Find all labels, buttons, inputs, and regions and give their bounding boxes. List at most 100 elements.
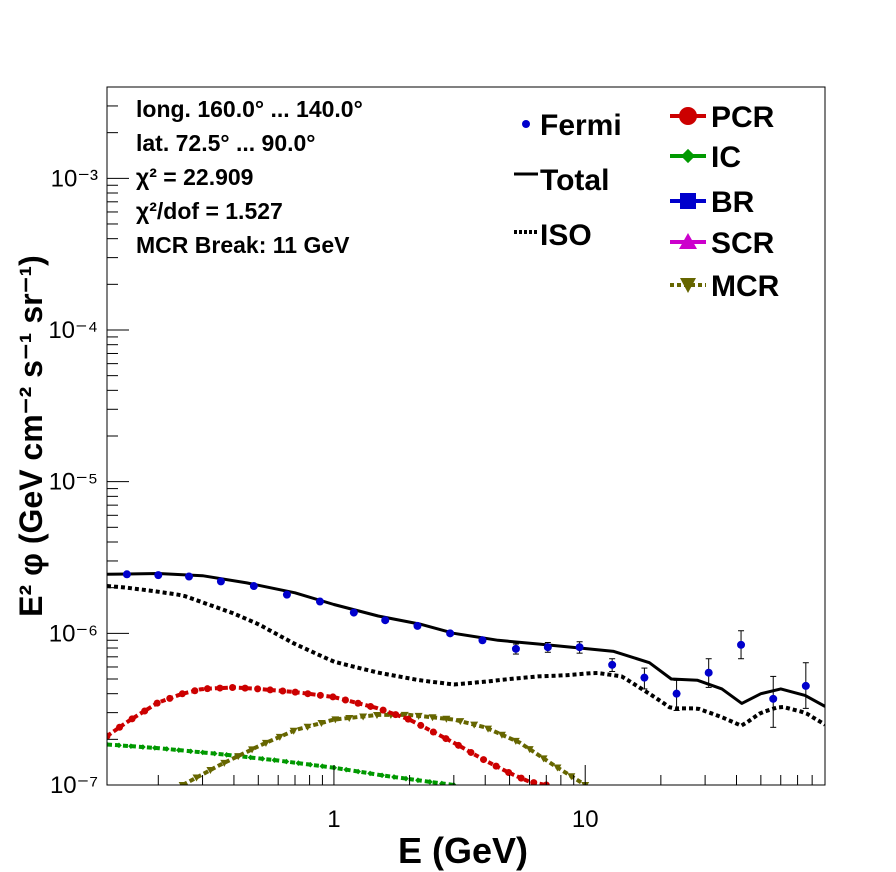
series-pcr-marker <box>153 699 161 707</box>
series-ic-marker <box>247 754 254 761</box>
info-text-line: χ² = 22.909 <box>136 164 253 190</box>
fermi-point <box>704 668 713 677</box>
legend-ic-marker <box>680 148 696 164</box>
series-pcr-marker <box>467 748 475 756</box>
series-ic-marker <box>223 752 230 758</box>
series-mcr-marker <box>525 746 534 754</box>
fermi-point <box>672 689 681 698</box>
fermi-point <box>315 597 324 606</box>
series-ic-marker <box>128 743 134 750</box>
x-axis-label: E (GeV) <box>398 830 528 871</box>
fermi-point <box>249 582 258 591</box>
series-pcr-marker <box>505 769 513 777</box>
info-text-line: long. 160.0° ... 140.0° <box>136 96 363 122</box>
series-mcr-marker <box>539 755 548 763</box>
legend-label-scr: SCR <box>711 227 775 260</box>
fermi-point <box>122 570 131 579</box>
fermi-point <box>543 643 552 652</box>
series-mcr-marker <box>428 714 437 722</box>
series-mcr-marker <box>345 714 354 722</box>
series-pcr-marker <box>392 711 400 719</box>
series-pcr-marker <box>367 702 375 710</box>
legend-scr-marker <box>679 233 697 249</box>
legend-pcr-marker <box>679 107 697 125</box>
fermi-point <box>769 694 778 703</box>
series-ic-marker <box>415 777 421 784</box>
y-tick-label: 10⁻³ <box>51 165 98 192</box>
info-text-line: χ²/dof = 1.527 <box>136 198 283 224</box>
series-mcr-marker <box>372 711 381 719</box>
legend-label-ic: IC <box>711 141 741 174</box>
series-pcr-marker <box>492 762 500 770</box>
series-total-line <box>107 572 825 708</box>
series-ic-marker <box>163 746 170 752</box>
series-pcr-marker <box>178 690 186 698</box>
info-text-line: MCR Break: 11 GeV <box>136 232 350 258</box>
series-pcr-marker <box>442 735 450 743</box>
series-pcr-marker <box>417 721 425 729</box>
series-pcr-marker <box>254 685 262 693</box>
series-pcr-marker <box>454 741 462 749</box>
series-ic-marker <box>187 748 194 755</box>
series-ic-marker <box>199 749 206 756</box>
series-mcr-marker <box>331 716 340 724</box>
series-mcr-marker <box>206 767 215 775</box>
legend-br-marker <box>680 193 696 209</box>
series-pcr-marker <box>107 732 111 740</box>
series-ic-marker <box>307 761 314 768</box>
fermi-point <box>413 621 422 630</box>
legend-fermi-marker <box>522 120 530 128</box>
series-pcr-marker <box>241 684 249 692</box>
y-tick-label: 10⁻⁵ <box>49 469 98 496</box>
series-ic-marker <box>319 763 326 770</box>
fermi-point <box>511 644 520 653</box>
legend-label-fermi: Fermi <box>540 109 622 142</box>
series-iso-line <box>107 584 825 728</box>
series-pcr-marker <box>203 685 211 693</box>
series-pcr-marker <box>216 684 224 692</box>
series-pcr-marker <box>141 707 149 715</box>
fermi-point <box>282 590 291 599</box>
series-pcr-marker <box>530 779 538 785</box>
series-ic-marker <box>152 745 158 751</box>
series-ic-marker <box>427 779 433 785</box>
series-pcr-marker <box>229 683 237 691</box>
legend-label-mcr: MCR <box>711 270 780 303</box>
series-mcr-marker <box>497 731 506 739</box>
series-ic-marker <box>450 782 457 785</box>
series-ic-marker <box>211 750 218 757</box>
fermi-point <box>349 608 358 617</box>
fermi-point <box>640 673 649 682</box>
legend-mcr-marker <box>680 278 696 293</box>
fermi-point <box>185 572 194 581</box>
series-mcr-marker <box>553 764 562 772</box>
series-pcr-marker <box>316 691 324 699</box>
series-pcr-marker <box>429 728 437 736</box>
fermi-point <box>216 577 225 586</box>
series-pcr-marker <box>116 723 124 731</box>
series-mcr-marker <box>470 721 479 729</box>
series-ic-marker <box>295 760 302 766</box>
series-mcr-marker <box>220 759 229 767</box>
series-ic-marker <box>367 770 373 777</box>
y-tick-label: 10⁻⁷ <box>50 772 98 799</box>
series-ic-marker <box>175 747 182 753</box>
fermi-point <box>801 681 810 690</box>
series-pcr-marker <box>341 696 349 704</box>
series-pcr-marker <box>480 756 488 764</box>
series-ic-marker <box>403 775 409 782</box>
y-tick-label: 10⁻⁴ <box>48 317 98 344</box>
series-mcr-marker <box>511 737 520 745</box>
series-mcr-marker <box>178 782 187 785</box>
series-mcr-marker <box>303 723 312 731</box>
series-mcr-marker <box>400 711 409 719</box>
series-mcr-line <box>181 712 587 785</box>
y-axis-label: E² φ (GeV cm⁻² s⁻¹ sr⁻¹) <box>13 255 49 617</box>
series-ic-marker <box>259 755 266 762</box>
fermi-point <box>154 571 163 580</box>
series-mcr-marker <box>261 739 270 747</box>
series-mcr-marker <box>442 715 451 723</box>
series-mcr-marker <box>248 746 257 754</box>
